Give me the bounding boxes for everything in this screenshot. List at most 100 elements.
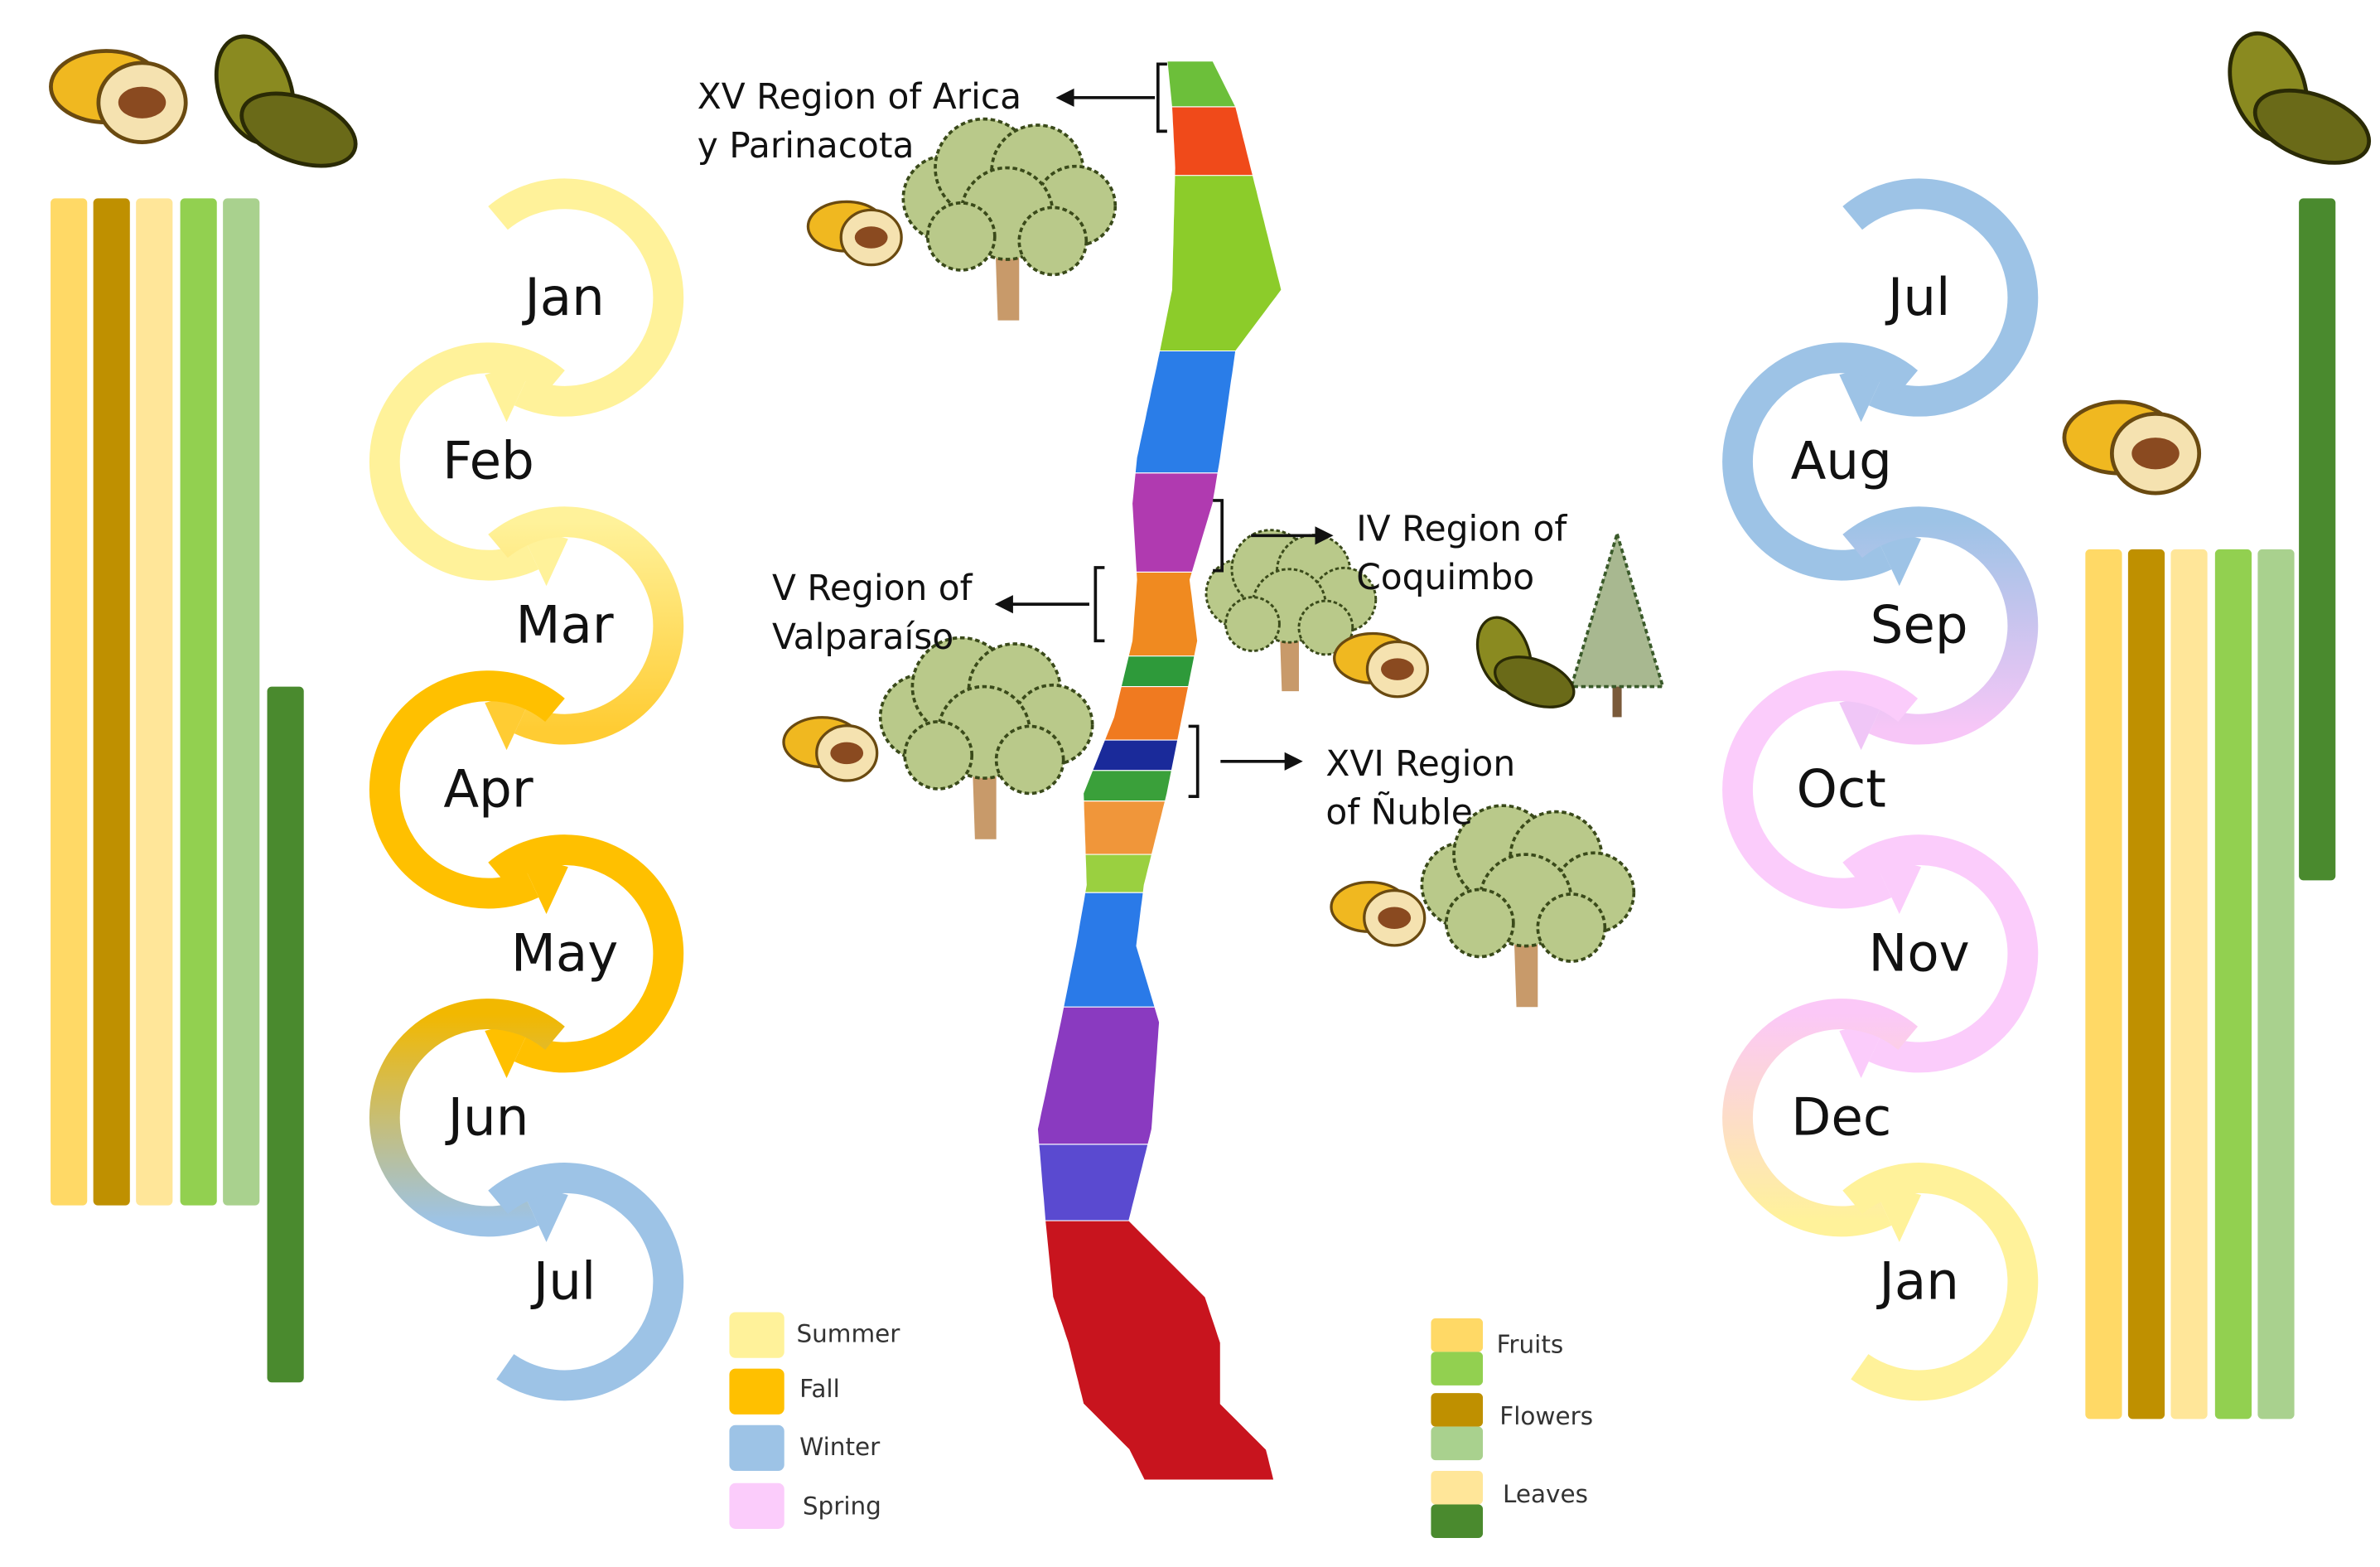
cycle-arc bbox=[1722, 342, 1919, 581]
seeds bbox=[1378, 907, 1412, 929]
map-region bbox=[1044, 1220, 1275, 1481]
brace bbox=[1188, 724, 1200, 798]
fruit-icon bbox=[1333, 631, 1430, 699]
month-label: May bbox=[511, 923, 618, 984]
legend-swatch bbox=[729, 1312, 784, 1358]
bar bbox=[2257, 549, 2295, 1419]
season-legend: Summer Fall Winter Spring bbox=[729, 1312, 900, 1529]
cycle-arc bbox=[1842, 1163, 2039, 1401]
foliage bbox=[925, 201, 997, 272]
pod-icon bbox=[2228, 31, 2372, 165]
legend-label: Flowers bbox=[1499, 1402, 1593, 1430]
cycle-arc bbox=[369, 670, 565, 909]
legend-swatch bbox=[729, 1424, 784, 1471]
foliage bbox=[1017, 206, 1089, 277]
fruit-icon bbox=[49, 49, 188, 145]
month-label: Dec bbox=[1791, 1087, 1891, 1148]
legend-swatch bbox=[1431, 1470, 1484, 1505]
month-label: Jan bbox=[1876, 1250, 1959, 1311]
cycle-arc bbox=[1722, 670, 1919, 909]
pod bbox=[1494, 655, 1576, 709]
bar bbox=[136, 198, 173, 1206]
legend-swatch bbox=[1431, 1318, 1484, 1352]
arrowhead bbox=[994, 595, 1013, 614]
pod bbox=[2252, 88, 2372, 165]
month-label: Apr bbox=[443, 759, 533, 820]
legend-swatch bbox=[1431, 1426, 1484, 1461]
fruit-icon bbox=[2062, 399, 2202, 496]
seeds bbox=[1381, 658, 1414, 680]
map-region bbox=[1103, 686, 1190, 741]
map-region bbox=[1038, 1144, 1149, 1221]
map-region bbox=[1036, 1006, 1161, 1145]
legend-swatch bbox=[729, 1482, 784, 1529]
cycle-arc bbox=[488, 178, 684, 417]
tree-icon bbox=[901, 117, 1118, 321]
bar bbox=[2127, 549, 2165, 1419]
month-label: Jul bbox=[530, 1250, 596, 1311]
seeds bbox=[118, 86, 167, 118]
month-label: Aug bbox=[1791, 431, 1892, 491]
organ-legend: Fruits Flowers Leaves bbox=[1431, 1318, 1593, 1539]
month-label: Jul bbox=[1885, 267, 1951, 327]
cycle-arc bbox=[369, 342, 565, 581]
map-region bbox=[1083, 770, 1173, 802]
cycle-arc bbox=[488, 834, 684, 1073]
brace bbox=[1093, 566, 1105, 643]
bar bbox=[223, 198, 260, 1206]
fruit-icon bbox=[1330, 880, 1427, 947]
month-cycles: Jan Feb Mar Apr May Jun Jul Jul Aug Sep Oct Nov Dec J… bbox=[369, 178, 2039, 1401]
map-region bbox=[1062, 892, 1156, 1008]
region-label: y Parinacota bbox=[698, 125, 915, 166]
legend-swatch bbox=[1431, 1504, 1484, 1539]
map-region bbox=[1171, 106, 1254, 177]
foliage bbox=[1569, 529, 1665, 689]
month-label: Oct bbox=[1797, 759, 1886, 820]
map-region bbox=[1083, 800, 1166, 855]
tree-icon bbox=[1569, 529, 1665, 718]
seeds bbox=[830, 742, 864, 765]
map bbox=[1036, 60, 1282, 1481]
region-label: V Region of bbox=[772, 568, 973, 608]
map-region bbox=[1091, 739, 1179, 771]
bar bbox=[2170, 549, 2208, 1419]
tree-icon bbox=[878, 636, 1094, 839]
foliage bbox=[994, 724, 1065, 796]
map-region bbox=[1134, 350, 1237, 474]
month-label: Nov bbox=[1869, 923, 1970, 984]
month-label: Jan bbox=[521, 267, 605, 327]
cycle-arc bbox=[1722, 999, 1919, 1237]
bar bbox=[267, 686, 304, 1383]
pod-icon bbox=[1475, 616, 1576, 709]
legend-swatch bbox=[1431, 1352, 1484, 1386]
icons bbox=[49, 31, 2372, 1008]
legend-label: Winter bbox=[799, 1433, 881, 1461]
arrowhead bbox=[1315, 526, 1334, 545]
region-annotations bbox=[1007, 62, 1321, 798]
map-region bbox=[1084, 854, 1153, 893]
month-label: Mar bbox=[516, 595, 614, 655]
cycle-arc bbox=[1842, 506, 2039, 745]
bar bbox=[93, 198, 130, 1206]
phenology-bars bbox=[51, 198, 2336, 1419]
foliage bbox=[1444, 887, 1515, 959]
month-label: Feb bbox=[442, 431, 534, 491]
map-region bbox=[1166, 60, 1237, 108]
bar bbox=[180, 198, 217, 1206]
cycle-arc bbox=[488, 1163, 684, 1401]
map-region bbox=[1159, 175, 1282, 352]
foliage bbox=[1536, 892, 1607, 963]
cycle-arc bbox=[369, 999, 565, 1237]
brace bbox=[1213, 499, 1224, 573]
pod-icon bbox=[214, 34, 358, 168]
region-label: XV Region of Arica bbox=[698, 76, 1021, 117]
legend-label: Fall bbox=[799, 1375, 840, 1403]
arrowhead bbox=[1055, 88, 1074, 107]
seeds bbox=[854, 226, 888, 249]
tree-icon bbox=[1420, 804, 1636, 1008]
bar bbox=[2085, 549, 2122, 1419]
fruit-icon bbox=[806, 200, 903, 267]
cycle-arc bbox=[1842, 178, 2039, 417]
